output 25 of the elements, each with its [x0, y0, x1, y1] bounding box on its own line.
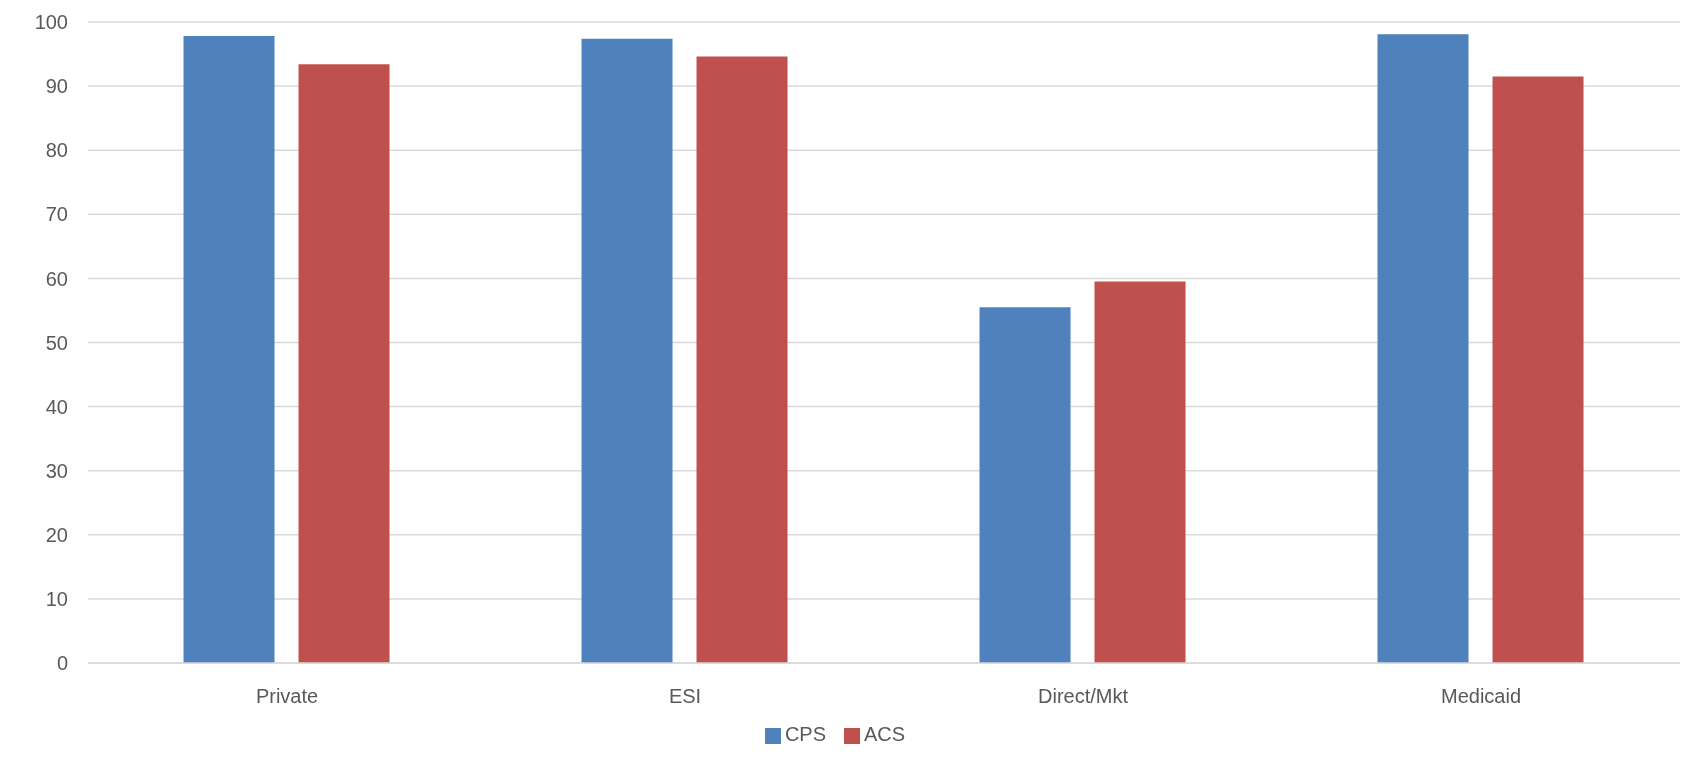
y-tick-label: 100 — [34, 11, 68, 34]
legend-label: CPS — [784, 723, 826, 745]
x-tick-label: Private — [255, 685, 319, 708]
bar — [696, 56, 788, 663]
y-tick-label: 0 — [56, 652, 68, 675]
bar — [183, 36, 275, 663]
x-tick-label: ESI — [668, 685, 702, 708]
x-tick-label: Medicaid — [1440, 685, 1522, 708]
y-tick-label: 10 — [45, 588, 68, 610]
x-tick-label: Direct/Mkt — [1038, 685, 1129, 708]
bar — [581, 38, 673, 663]
y-tick-label: 70 — [45, 203, 68, 226]
y-tick-label: 80 — [45, 139, 68, 162]
bar — [298, 64, 390, 663]
y-tick-label: 60 — [45, 267, 68, 290]
y-tick-label: 40 — [45, 395, 68, 418]
y-tick-label: 50 — [45, 331, 68, 354]
y-tick-label: 90 — [45, 75, 68, 98]
bar — [1377, 34, 1469, 663]
bar — [1094, 281, 1186, 663]
y-tick-label: 30 — [45, 459, 68, 482]
bar — [979, 307, 1071, 663]
legend-label: ACS — [864, 723, 906, 745]
bar — [1492, 76, 1584, 663]
y-tick-label: 20 — [45, 523, 68, 546]
